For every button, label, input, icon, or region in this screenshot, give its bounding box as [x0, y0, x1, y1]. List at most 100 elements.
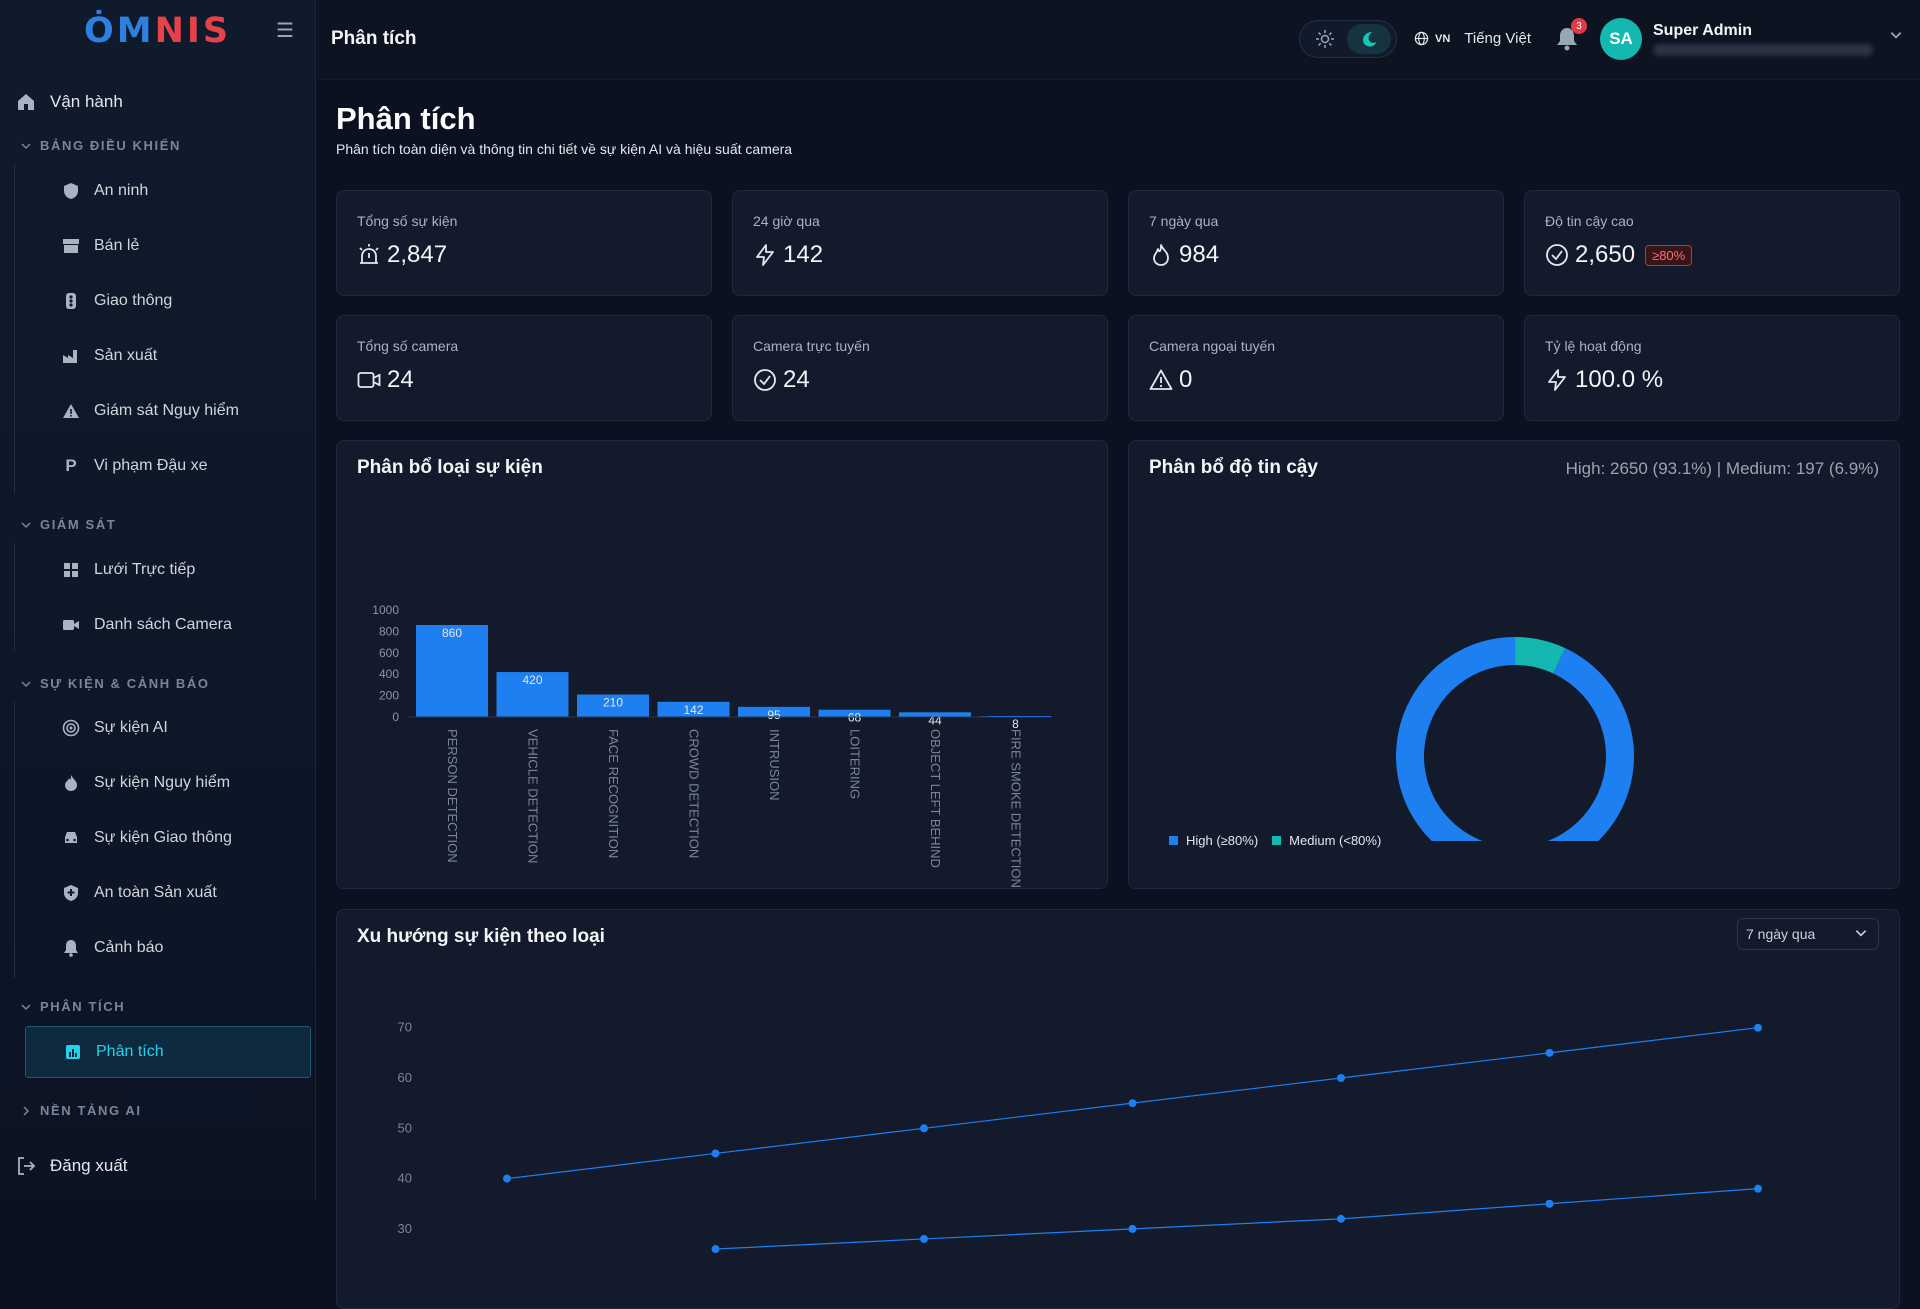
stat-value: 2,650: [1575, 241, 1635, 269]
sidebar-item-label: Sản xuất: [94, 347, 157, 365]
warning-icon: [62, 402, 80, 420]
legend-label: High (≥80%): [1186, 833, 1258, 848]
section-divider: [14, 164, 15, 494]
parking-icon: P: [62, 457, 80, 475]
sidebar-item-an-ninh[interactable]: An ninh: [62, 176, 148, 206]
stat-label: Tỷ lệ hoạt động: [1545, 338, 1642, 354]
sidebar-item-giao-thong[interactable]: Giao thông: [62, 286, 172, 316]
page-title: Phân tích: [336, 101, 476, 137]
sidebar-item-san-xuat[interactable]: Sản xuất: [62, 341, 157, 371]
sidebar-item-su-kien-ai[interactable]: Sự kiện AI: [62, 713, 168, 743]
sidebar-item-canh-bao[interactable]: Cảnh báo: [62, 933, 163, 963]
stat-value: 2,847: [387, 241, 447, 269]
sidebar-item-label: Bán lẻ: [94, 237, 139, 255]
data-point: [1337, 1215, 1345, 1223]
stat-label: 24 giờ qua: [753, 213, 820, 229]
section-giam-sat[interactable]: GIÁM SÁT: [20, 517, 116, 532]
sidebar-item-an-toan-san-xuat[interactable]: An toàn Sản xuất: [62, 878, 217, 908]
factory-icon: [62, 347, 80, 365]
language-selector[interactable]: VN Tiếng Việt: [1414, 30, 1531, 47]
section-nen-tang-ai[interactable]: NỀN TẢNG AI: [20, 1103, 142, 1118]
language-code: VN: [1435, 33, 1450, 45]
sidebar-item-luoi-truc-tiep[interactable]: Lưới Trực tiếp: [62, 555, 195, 585]
sidebar-item-su-kien-giao-thong[interactable]: Sự kiện Giao thông: [62, 823, 232, 853]
sidebar-item-van-hanh[interactable]: Vận hành: [16, 92, 123, 112]
y-tick-label: 50: [398, 1120, 412, 1135]
sidebar-item-label: Danh sách Camera: [94, 616, 232, 634]
sidebar-item-danh-sach-camera[interactable]: Danh sách Camera: [62, 610, 232, 640]
legend-swatch: [1272, 836, 1281, 845]
stat-label: Độ tin cậy cao: [1545, 213, 1634, 229]
data-point: [1129, 1225, 1137, 1233]
confidence-summary: High: 2650 (93.1%) | Medium: 197 (6.9%): [1566, 459, 1879, 479]
home-icon: [16, 92, 36, 112]
y-tick-label: 1000: [372, 603, 399, 617]
flame-icon: [62, 774, 80, 792]
sidebar-item-phan-tich[interactable]: Phân tích: [25, 1026, 311, 1078]
section-title: GIÁM SÁT: [40, 517, 116, 532]
series-line: [716, 1189, 1759, 1249]
x-tick-label: FIRE SMOKE DETECTION: [1009, 729, 1024, 888]
bolt-icon: [753, 243, 777, 267]
flame-icon: [1149, 243, 1173, 267]
section-phan-tich[interactable]: PHÂN TÍCH: [20, 999, 125, 1014]
chart-title: Xu hướng sự kiện theo loại: [357, 926, 605, 948]
section-bang-dieu-khien[interactable]: BẢNG ĐIỀU KHIỂN: [20, 138, 181, 153]
stat-value: 24: [783, 366, 810, 394]
logout-button[interactable]: Đăng xuất: [16, 1156, 128, 1176]
time-range-value: 7 ngày qua: [1746, 926, 1815, 942]
dark-mode-button[interactable]: [1347, 24, 1391, 54]
section-su-kien-canh-bao[interactable]: SỰ KIỆN & CẢNH BÁO: [20, 676, 210, 691]
data-label: 44: [928, 713, 942, 727]
sun-icon: [1315, 29, 1335, 49]
stat-card-24h: 24 giờ qua 142: [732, 190, 1108, 296]
chevron-down-icon[interactable]: [1889, 28, 1903, 42]
avatar[interactable]: SA: [1600, 18, 1642, 60]
siren-icon: [357, 243, 381, 267]
sidebar-item-giam-sat-nguy-hiem[interactable]: Giám sát Nguy hiểm: [62, 396, 239, 426]
sidebar-item-ban-le[interactable]: Bán lẻ: [62, 231, 139, 261]
bolt-icon: [1545, 368, 1569, 392]
data-point: [503, 1175, 511, 1183]
sidebar-item-label: Sự kiện Nguy hiểm: [94, 774, 230, 792]
sidebar-item-vi-pham-dau-xe[interactable]: P Vi phạm Đậu xe: [62, 451, 208, 481]
section-divider: [14, 702, 15, 978]
sidebar-item-su-kien-nguy-hiem[interactable]: Sự kiện Nguy hiểm: [62, 768, 230, 798]
time-range-select[interactable]: 7 ngày qua: [1737, 918, 1879, 950]
user-name: Super Admin: [1653, 22, 1752, 40]
section-title: SỰ KIỆN & CẢNH BÁO: [40, 676, 210, 691]
y-tick-label: 40: [398, 1171, 412, 1186]
data-point: [920, 1124, 928, 1132]
stat-label: 7 ngày qua: [1149, 213, 1218, 229]
data-label: 860: [442, 626, 462, 640]
section-title: PHÂN TÍCH: [40, 999, 125, 1014]
theme-toggle[interactable]: [1299, 20, 1397, 58]
data-point: [712, 1245, 720, 1253]
chevron-down-icon: [1854, 926, 1868, 940]
light-mode-button[interactable]: [1303, 24, 1347, 54]
legend-item-medium[interactable]: Medium (<80%): [1272, 833, 1381, 848]
stat-label: Camera ngoại tuyến: [1149, 338, 1275, 354]
x-tick-label: FACE RECOGNITION: [606, 729, 621, 858]
y-tick-label: 30: [398, 1221, 412, 1236]
stat-value: 0: [1179, 366, 1192, 394]
chevron-down-icon: [20, 519, 32, 531]
stat-label: Tổng số camera: [357, 338, 458, 354]
notifications-button[interactable]: 3: [1555, 24, 1583, 54]
legend-item-high[interactable]: High (≥80%): [1169, 833, 1258, 848]
stat-card-7d: 7 ngày qua 984: [1128, 190, 1504, 296]
stat-label: Camera trực tuyến: [753, 338, 870, 354]
stat-value: 142: [783, 241, 823, 269]
menu-toggle-icon[interactable]: ☰: [276, 20, 294, 42]
confidence-donut-chart: [1129, 481, 1899, 841]
logout-label: Đăng xuất: [50, 1156, 128, 1176]
stat-card-high-confidence: Độ tin cậy cao 2,650 ≥80%: [1524, 190, 1900, 296]
y-tick-label: 70: [398, 1020, 412, 1035]
page-subtitle: Phân tích toàn diện và thông tin chi tiế…: [336, 141, 792, 157]
moon-icon: [1360, 30, 1378, 48]
sidebar-item-label: An ninh: [94, 182, 148, 200]
